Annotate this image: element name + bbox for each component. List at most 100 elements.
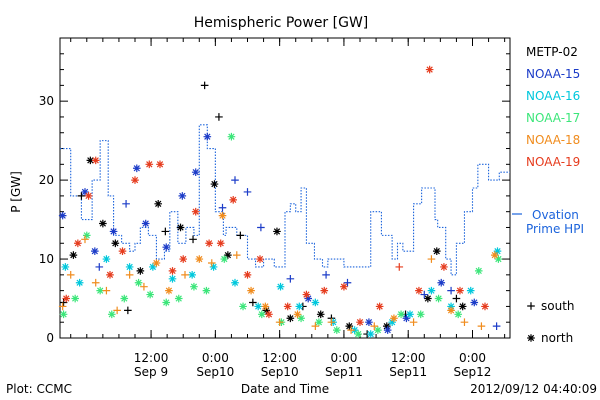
asterisk-glyph — [432, 247, 441, 255]
data-point-noaa-15 — [492, 322, 501, 330]
data-point-noaa-18 — [218, 211, 227, 220]
data-point-noaa-16 — [188, 271, 196, 279]
data-point-noaa-15 — [343, 278, 352, 287]
asterisk-glyph — [162, 243, 171, 252]
chart-title: Hemispheric Power [GW] — [194, 15, 369, 31]
data-point-noaa-19 — [84, 192, 93, 200]
data-point-noaa-15 — [470, 298, 479, 307]
plus-glyph — [232, 251, 241, 259]
x-tick-label-date: Sep11 — [325, 365, 363, 379]
asterisk-glyph — [390, 314, 398, 323]
data-point-noaa-16 — [168, 274, 177, 283]
data-point-noaa-18 — [66, 271, 75, 279]
data-point-noaa-16 — [125, 263, 134, 271]
data-point-noaa-18 — [447, 306, 455, 315]
data-point-noaa-18 — [409, 318, 418, 327]
x-tick-label-date: Sep12 — [454, 365, 492, 379]
plus-glyph — [447, 286, 455, 295]
data-point-metp-02 — [316, 310, 325, 319]
data-point-noaa-19 — [456, 286, 464, 295]
asterisk-glyph — [345, 322, 354, 330]
data-point-metp-02 — [424, 294, 432, 303]
asterisk-glyph — [254, 302, 263, 311]
asterisk-glyph — [440, 263, 448, 271]
data-point-noaa-17 — [239, 302, 247, 311]
y-tick-label: 30 — [39, 94, 54, 108]
data-point-noaa-17 — [474, 267, 483, 275]
asterisk-glyph — [276, 282, 285, 291]
asterisk-glyph — [406, 310, 414, 319]
asterisk-glyph — [136, 267, 145, 275]
asterisk-glyph — [283, 302, 292, 311]
asterisk-glyph — [102, 255, 111, 263]
asterisk-glyph — [491, 251, 499, 259]
asterisk-glyph — [262, 306, 271, 315]
data-point-noaa-19 — [440, 263, 448, 271]
data-point-noaa-15 — [402, 314, 411, 323]
ovation-hpi-line — [60, 124, 510, 276]
plus-glyph — [343, 278, 352, 287]
asterisk-glyph — [470, 298, 479, 307]
asterisk-glyph — [146, 290, 154, 299]
asterisk-glyph — [527, 334, 535, 342]
plus-glyph — [124, 306, 132, 315]
data-point-noaa-16 — [102, 255, 111, 263]
asterisk-glyph — [91, 247, 99, 255]
asterisk-glyph — [231, 278, 239, 287]
asterisk-glyph — [145, 160, 154, 169]
data-point-noaa-17 — [134, 278, 143, 287]
legend-noaa-19: NOAA-19 — [526, 155, 580, 169]
asterisk-glyph — [311, 298, 320, 307]
plus-glyph — [215, 113, 223, 121]
asterisk-glyph — [74, 239, 82, 248]
data-point-noaa-15 — [203, 132, 212, 141]
data-point-noaa-19 — [395, 263, 404, 271]
data-point-noaa-15 — [218, 203, 227, 212]
data-point-noaa-17 — [454, 310, 463, 319]
data-point-noaa-16 — [209, 263, 218, 271]
data-point-noaa-15 — [257, 223, 265, 232]
data-point-noaa-16 — [493, 247, 502, 255]
asterisk-glyph — [220, 255, 229, 263]
asterisk-glyph — [458, 302, 467, 311]
asterisk-glyph — [82, 231, 91, 240]
data-point-metp-02 — [345, 322, 354, 330]
asterisk-glyph — [203, 132, 212, 141]
data-point-noaa-18 — [102, 286, 111, 295]
data-point-noaa-15 — [365, 318, 373, 327]
legend-noaa-18: NOAA-18 — [526, 133, 580, 147]
asterisk-glyph — [474, 267, 483, 275]
data-point-noaa-19 — [229, 196, 238, 204]
plus-glyph — [243, 188, 252, 196]
data-point-metp-02 — [136, 267, 145, 275]
data-point-noaa-15 — [447, 286, 455, 295]
data-point-metp-02 — [69, 251, 78, 259]
legend-noaa-15: NOAA-15 — [526, 67, 580, 81]
y-tick-label: 0 — [46, 331, 54, 345]
plus-glyph — [327, 318, 336, 327]
asterisk-glyph — [332, 326, 341, 334]
data-point-noaa-19 — [118, 247, 127, 255]
plus-glyph — [236, 231, 245, 240]
y-axis-label: P [GW] — [9, 171, 23, 213]
data-point-noaa-19 — [415, 286, 423, 295]
data-point-noaa-19 — [256, 255, 264, 263]
asterisk-glyph — [165, 286, 173, 295]
data-point-noaa-17 — [374, 326, 382, 334]
data-point-metp-02 — [154, 199, 163, 208]
asterisk-glyph — [205, 239, 213, 248]
data-point-noaa-16 — [388, 318, 396, 327]
x-tick-label-time: 12:00 — [134, 351, 169, 365]
asterisk-glyph — [156, 160, 164, 169]
asterisk-glyph — [152, 259, 161, 267]
plus-glyph — [218, 203, 227, 212]
plus-glyph — [231, 176, 239, 184]
asterisk-glyph — [141, 219, 150, 228]
asterisk-glyph — [286, 314, 295, 323]
data-point-noaa-19 — [74, 239, 82, 248]
asterisk-glyph — [84, 192, 93, 200]
x-tick-label-time: 12:00 — [262, 351, 297, 365]
data-point-noaa-19 — [62, 294, 71, 303]
data-point-noaa-18 — [491, 251, 499, 259]
